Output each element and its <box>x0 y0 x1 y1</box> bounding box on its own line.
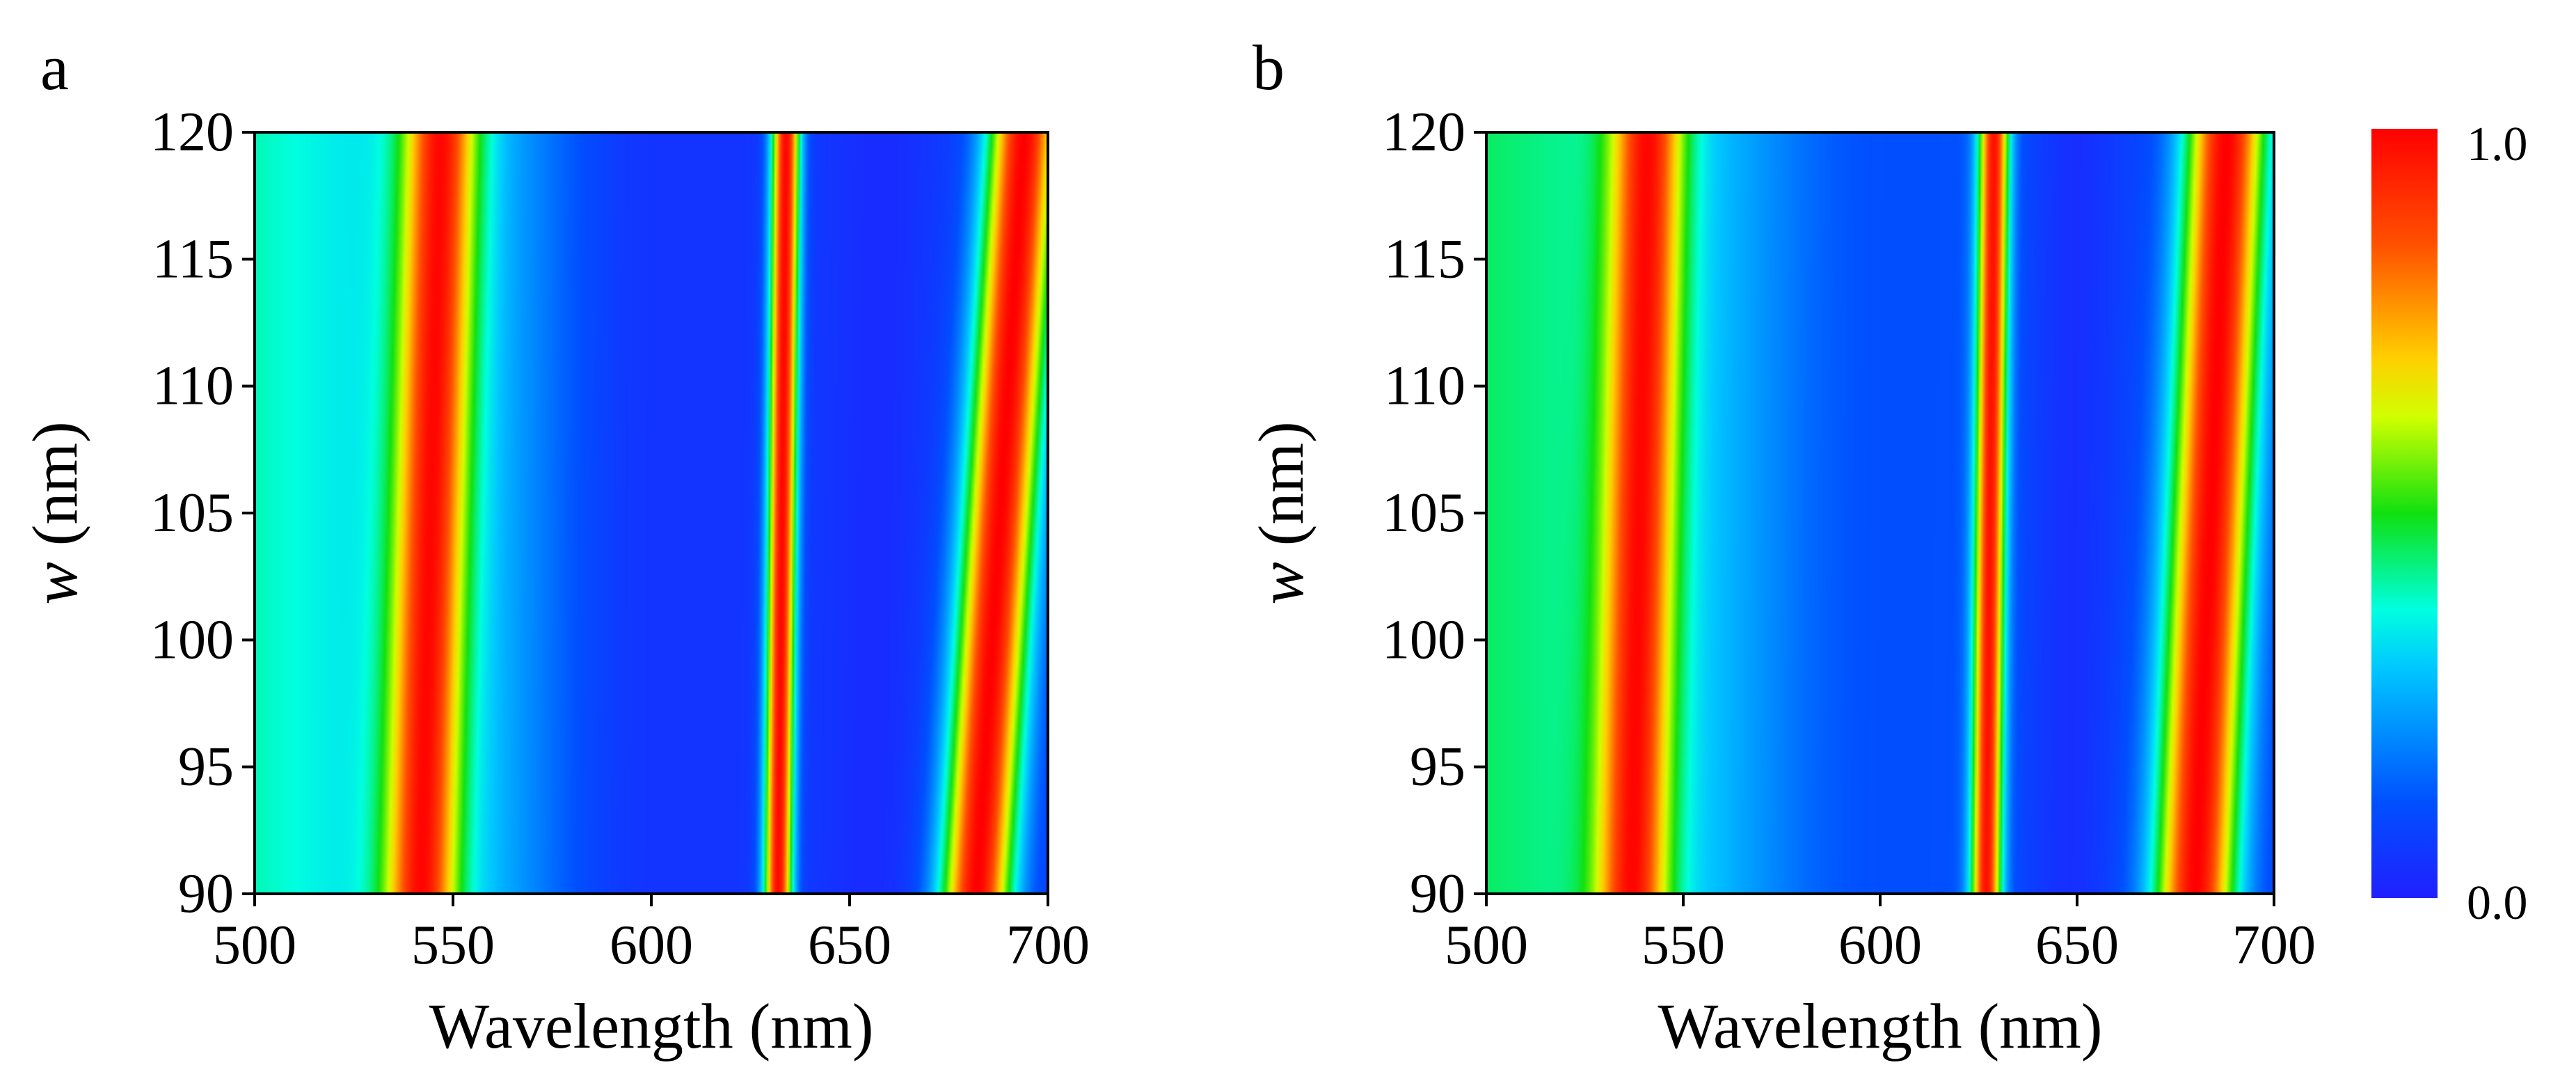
y-tick-label: 120 <box>150 102 234 163</box>
colorbar-bar <box>2371 129 2438 898</box>
y-axis-label: w (nm) <box>19 421 90 604</box>
colorbar: 1.0 0.0 <box>2371 118 2528 930</box>
y-axis-variable: w <box>19 562 90 604</box>
panel-label: a <box>40 32 69 103</box>
y-axis-label: w (nm) <box>1246 421 1317 604</box>
x-tick-label: 600 <box>1838 915 1922 976</box>
x-axis-ticks: 500 550 600 650 700 <box>1445 894 2316 976</box>
colorbar-min-label: 0.0 <box>2467 876 2528 930</box>
y-tick-label: 95 <box>1410 736 1465 798</box>
x-tick-label: 500 <box>1445 915 1528 976</box>
y-axis-unit: (nm) <box>19 421 90 562</box>
x-axis-ticks: 500 550 600 650 700 <box>213 894 1090 976</box>
panel-b: b 90 95 100 105 110 115 120 500 550 600 650 700 Wa… <box>1246 32 2316 1062</box>
y-axis-ticks: 90 95 100 105 110 115 120 <box>1382 102 1486 924</box>
panel-a: a 90 95 100 105 110 115 120 500 550 600 650 700 Wa… <box>19 32 1090 1062</box>
y-tick-label: 105 <box>1382 482 1465 544</box>
y-tick-label: 120 <box>1382 102 1465 163</box>
x-tick-label: 700 <box>1006 915 1090 976</box>
panel-label: b <box>1253 32 1285 103</box>
y-tick-label: 90 <box>178 863 234 924</box>
heatmap-image <box>255 132 1048 894</box>
y-axis-ticks: 90 95 100 105 110 115 120 <box>150 102 255 924</box>
y-tick-label: 110 <box>152 356 234 417</box>
x-tick-label: 700 <box>2232 915 2316 976</box>
y-tick-label: 105 <box>150 482 234 544</box>
x-axis-label: Wavelength (nm) <box>429 991 874 1062</box>
y-axis-variable: w <box>1246 562 1317 604</box>
y-axis-unit: (nm) <box>1246 421 1317 562</box>
x-tick-label: 650 <box>808 915 891 976</box>
y-tick-label: 90 <box>1410 863 1465 924</box>
x-axis-label: Wavelength (nm) <box>1658 991 2103 1062</box>
x-tick-label: 550 <box>1641 915 1725 976</box>
y-tick-label: 110 <box>1384 356 1465 417</box>
heatmap-image <box>1486 132 2274 894</box>
y-tick-label: 100 <box>150 609 234 670</box>
y-tick-label: 115 <box>1384 228 1465 290</box>
x-tick-label: 550 <box>411 915 495 976</box>
x-tick-label: 650 <box>2035 915 2119 976</box>
x-tick-label: 600 <box>610 915 693 976</box>
y-tick-label: 115 <box>152 228 234 290</box>
x-tick-label: 500 <box>213 915 296 976</box>
colorbar-max-label: 1.0 <box>2467 118 2528 171</box>
y-tick-label: 100 <box>1382 609 1465 670</box>
y-tick-label: 95 <box>178 736 234 798</box>
